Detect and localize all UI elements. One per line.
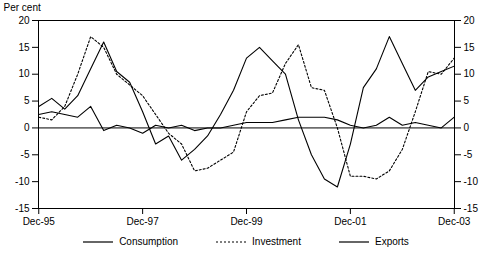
svg-text:15: 15 (464, 42, 476, 53)
svg-text:Dec-97: Dec-97 (127, 216, 160, 227)
svg-text:-5: -5 (464, 149, 473, 160)
svg-text:20: 20 (18, 15, 30, 26)
svg-text:-10: -10 (464, 176, 479, 187)
svg-text:10: 10 (18, 68, 30, 79)
html-text:Investment: Investment (252, 236, 301, 247)
svg-text:-10: -10 (15, 176, 30, 187)
svg-text:0: 0 (464, 122, 470, 133)
svg-text:Dec-99: Dec-99 (230, 216, 263, 227)
html-text:Exports: Exports (375, 236, 409, 247)
svg-text:5: 5 (24, 95, 30, 106)
svg-text:Dec-95: Dec-95 (23, 216, 56, 227)
svg-text:Per cent: Per cent (4, 2, 41, 13)
svg-text:-15: -15 (15, 203, 30, 214)
svg-text:20: 20 (464, 15, 476, 26)
html-text:Consumption: Consumption (119, 236, 178, 247)
svg-text:Dec-03: Dec-03 (438, 216, 471, 227)
svg-text:15: 15 (18, 42, 30, 53)
svg-text:5: 5 (464, 95, 470, 106)
svg-text:-5: -5 (21, 149, 30, 160)
svg-text:10: 10 (464, 68, 476, 79)
svg-text:-15: -15 (464, 203, 479, 214)
svg-text:Dec-01: Dec-01 (334, 216, 367, 227)
svg-text:0: 0 (24, 122, 30, 133)
